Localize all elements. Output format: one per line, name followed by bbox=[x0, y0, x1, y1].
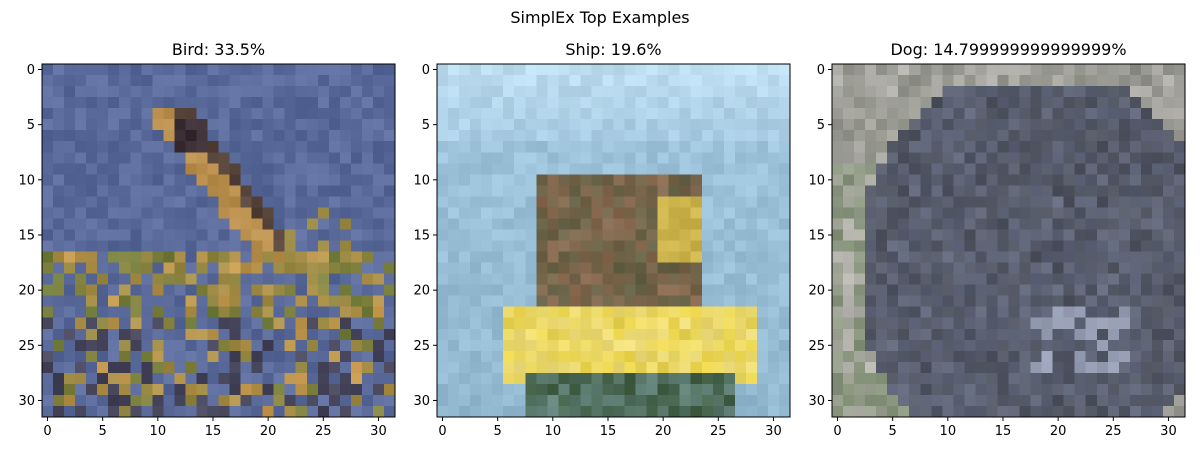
y-tick-label: 5 bbox=[27, 118, 35, 133]
x-tick-label: 0 bbox=[43, 424, 51, 439]
image-dog bbox=[832, 64, 1186, 418]
y-tick-label: 20 bbox=[808, 284, 825, 299]
x-tick-label: 30 bbox=[370, 424, 387, 439]
x-tick-label: 10 bbox=[545, 424, 562, 439]
panel-ship: Ship: 19.6% 0 5 10 15 20 25 30 0 5 10 15 20 25 30 bbox=[413, 40, 791, 439]
panel-dog: Dog: 14.799999999999999% 0 5 10 15 20 25 30 0 5 10… bbox=[808, 40, 1186, 439]
x-tick-label: 0 bbox=[833, 424, 841, 439]
y-tick-label: 30 bbox=[413, 394, 430, 409]
x-tick-label: 15 bbox=[995, 424, 1012, 439]
x-tick-label: 30 bbox=[765, 424, 782, 439]
x-tick-label: 25 bbox=[315, 424, 332, 439]
y-tick-label: 0 bbox=[27, 63, 35, 78]
panel-title-ship: Ship: 19.6% bbox=[565, 40, 661, 59]
x-tick-label: 25 bbox=[1105, 424, 1122, 439]
y-tick-label: 20 bbox=[413, 284, 430, 299]
x-tick-label: 5 bbox=[889, 424, 897, 439]
x-tick-label: 15 bbox=[205, 424, 222, 439]
x-tick-label: 15 bbox=[600, 424, 617, 439]
image-bird bbox=[42, 64, 396, 418]
y-tick-label: 30 bbox=[808, 394, 825, 409]
x-tick-label: 5 bbox=[99, 424, 107, 439]
image-ship bbox=[437, 64, 791, 418]
y-tick-label: 10 bbox=[808, 173, 825, 188]
y-tick-label: 20 bbox=[18, 284, 35, 299]
y-tick-label: 0 bbox=[422, 63, 430, 78]
y-tick-label: 25 bbox=[808, 339, 825, 354]
axes-frame-dog bbox=[831, 63, 1186, 418]
x-tick-label: 25 bbox=[710, 424, 727, 439]
axes-frame-bird bbox=[41, 63, 396, 418]
panel-title-dog: Dog: 14.799999999999999% bbox=[890, 40, 1126, 59]
x-tick-label: 0 bbox=[438, 424, 446, 439]
x-tick-label: 20 bbox=[260, 424, 277, 439]
y-tick-label: 10 bbox=[413, 173, 430, 188]
y-tick-label: 10 bbox=[18, 173, 35, 188]
panel-title-bird: Bird: 33.5% bbox=[172, 40, 265, 59]
axes-frame-ship bbox=[436, 63, 791, 418]
x-tick-label: 10 bbox=[150, 424, 167, 439]
y-tick-label: 5 bbox=[422, 118, 430, 133]
y-tick-label: 25 bbox=[413, 339, 430, 354]
panel-bird: Bird: 33.5% 0 5 10 15 20 25 30 0 5 10 15 20 25 30 bbox=[18, 40, 396, 439]
x-tick-label: 30 bbox=[1160, 424, 1177, 439]
x-tick-label: 20 bbox=[1050, 424, 1067, 439]
y-tick-label: 15 bbox=[18, 228, 35, 243]
y-tick-label: 25 bbox=[18, 339, 35, 354]
y-tick-label: 0 bbox=[817, 63, 825, 78]
y-tick-label: 5 bbox=[817, 118, 825, 133]
y-tick-label: 15 bbox=[808, 228, 825, 243]
x-tick-label: 5 bbox=[494, 424, 502, 439]
x-tick-label: 20 bbox=[655, 424, 672, 439]
y-tick-label: 15 bbox=[413, 228, 430, 243]
figure-title: SimplEx Top Examples bbox=[510, 8, 689, 27]
x-tick-label: 10 bbox=[940, 424, 957, 439]
y-tick-label: 30 bbox=[18, 394, 35, 409]
